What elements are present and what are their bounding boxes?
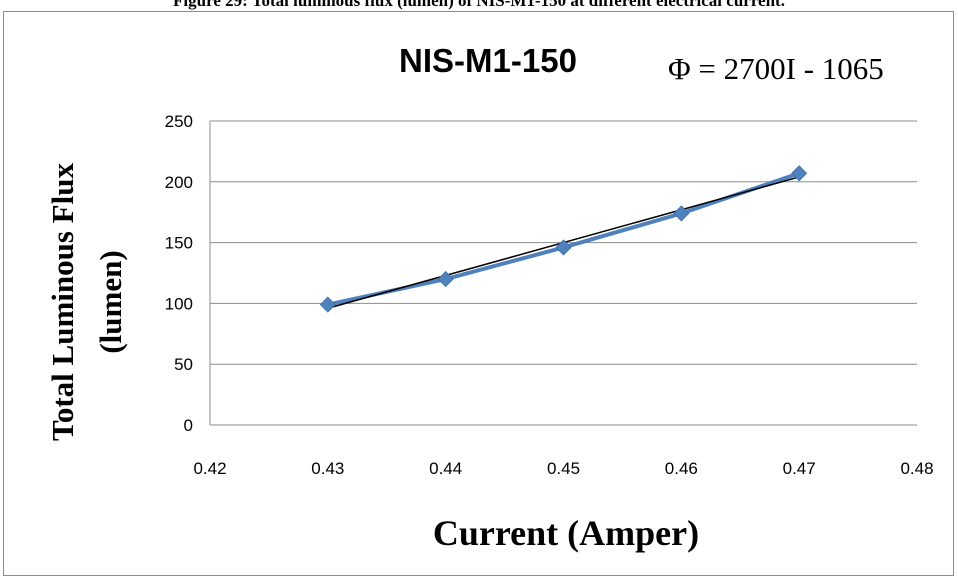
y-tick-label: 0 (184, 416, 193, 435)
chart-area (3, 11, 954, 576)
data-point-marker (673, 205, 690, 222)
series-line (327, 171, 800, 307)
data-series (319, 165, 808, 313)
y-tick-labels: 0 50 100 150 200 250 (165, 112, 193, 435)
x-axis-label: Current (Amper) (433, 513, 699, 553)
data-point-marker (791, 165, 808, 182)
trend-equation: Φ = 2700I - 1065 (668, 51, 884, 86)
data-point-marker (319, 296, 336, 313)
y-tick-label: 200 (165, 173, 193, 192)
y-axis-label: Total Luminous Flux (lumen) (45, 163, 128, 441)
y-tick-label: 100 (165, 294, 193, 313)
x-tick-label: 0.47 (783, 459, 816, 478)
y-axis-label-line-2: (lumen) (93, 250, 128, 353)
x-tick-label: 0.48 (900, 459, 933, 478)
data-point-marker (437, 271, 454, 288)
x-tick-label: 0.46 (665, 459, 698, 478)
y-axis-label-line-1: Total Luminous Flux (45, 163, 80, 441)
figure-caption: Figure 29: Total luminous flux (lumen) o… (173, 0, 785, 10)
x-tick-label: 0.44 (429, 459, 462, 478)
y-tick-label: 50 (174, 355, 193, 374)
data-point-marker (555, 239, 572, 256)
chart-title: NIS-M1-150 (399, 42, 577, 79)
x-tick-labels: 0.42 0.43 0.44 0.45 0.46 0.47 0.48 (193, 459, 933, 478)
x-tick-label: 0.43 (311, 459, 344, 478)
y-tick-label: 150 (165, 234, 193, 253)
y-tick-label: 250 (165, 112, 193, 131)
axes (209, 121, 917, 426)
x-tick-label: 0.42 (193, 459, 226, 478)
x-tick-label: 0.45 (547, 459, 580, 478)
